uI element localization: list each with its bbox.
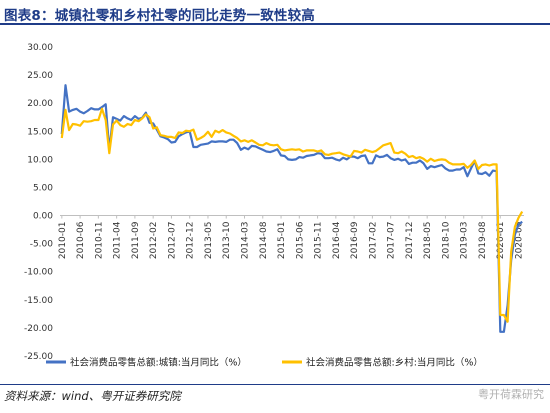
series-line-rural (60, 107, 524, 323)
y-axis: -25.00 -20.00 -15.00 -10.00 -5.00 0.00 5.00 10.… (24, 43, 53, 362)
x-tick-label: 2014-03 (241, 222, 251, 260)
chart-legend: 社会消费品零售总额:城镇:当月同比（%） 社会消费品零售总额:乡村:当月同比（%） (46, 357, 483, 369)
x-tick-label: 2011-04 (113, 221, 123, 259)
x-tick-label: 2013-10 (222, 221, 232, 259)
x-tick-label: 2020-01 (496, 222, 506, 260)
x-tick-label: 2018-05 (423, 222, 433, 260)
x-tick-label: 2015-06 (295, 221, 305, 259)
x-tick-label: 2010-11 (94, 222, 104, 260)
y-tick-label: -20.00 (24, 324, 53, 334)
series-line-urban (60, 84, 523, 333)
x-tick-label: 2020-06 (515, 221, 525, 259)
title-divider (0, 23, 550, 25)
x-tick-label: 2016-04 (332, 221, 342, 259)
x-axis: 2010-01 2010-06 2010-11 2011-04 2011-09 2012-… (58, 215, 525, 260)
y-tick-label: -25.00 (24, 352, 53, 362)
x-tick-label: 2015-11 (314, 222, 324, 260)
chart-title: 图表8：城镇社零和乡村社零的同比走势一致性较高 (4, 8, 315, 24)
y-tick-label: -10.00 (24, 268, 53, 278)
x-tick-label: 2012-07 (167, 222, 177, 260)
y-tick-label: -15.00 (24, 296, 53, 306)
source-divider (0, 384, 550, 385)
x-tick-label: 2010-06 (76, 221, 86, 259)
y-tick-label: 10.00 (27, 155, 53, 165)
y-tick-label: 5.00 (33, 183, 53, 193)
x-tick-label: 2019-08 (478, 221, 488, 259)
x-tick-label: 2017-07 (387, 222, 397, 260)
x-tick-label: 2017-12 (405, 222, 415, 260)
y-tick-label: 0.00 (33, 212, 53, 222)
y-tick-label: 30.00 (27, 43, 53, 53)
x-tick-label: 2015-01 (277, 222, 287, 260)
legend-label-urban: 社会消费品零售总额:城镇:当月同比（%） (70, 357, 247, 369)
legend-label-rural: 社会消费品零售总额:乡村:当月同比（%） (306, 357, 483, 369)
y-tick-label: -5.00 (30, 240, 54, 250)
x-tick-label: 2013-05 (204, 222, 214, 260)
watermark: 粤开荷霖研究 (478, 388, 544, 401)
x-tick-label: 2018-10 (441, 221, 451, 259)
source-note: 资料来源：wind、粤开证券研究院 (4, 389, 181, 403)
series-lines (60, 84, 524, 333)
y-tick-label: 15.00 (27, 127, 53, 137)
x-tick-label: 2010-01 (58, 222, 68, 260)
x-tick-label: 2014-08 (259, 221, 269, 259)
x-tick-label: 2016-09 (350, 221, 360, 259)
y-tick-label: 20.00 (27, 99, 53, 109)
y-tick-label: 25.00 (27, 71, 53, 81)
x-tick-label: 2019-03 (460, 222, 470, 260)
line-chart: -25.00 -20.00 -15.00 -10.00 -5.00 0.00 5.00 10.… (24, 43, 525, 369)
x-tick-label: 2012-12 (186, 222, 196, 260)
x-tick-label: 2017-02 (368, 222, 378, 260)
x-tick-label: 2011-09 (131, 221, 141, 259)
x-tick-label: 2012-02 (149, 222, 159, 260)
